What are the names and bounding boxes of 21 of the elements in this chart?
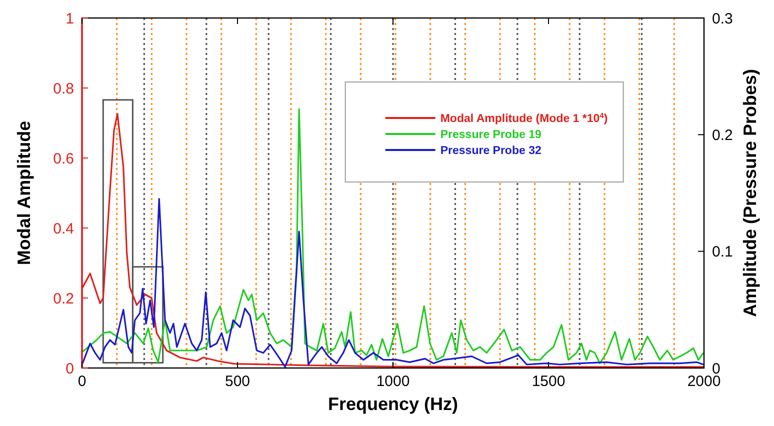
y2-tick-label: 0.3	[712, 10, 733, 28]
x-tick-label: 500	[224, 373, 250, 390]
y-tick-label: 0.2	[53, 290, 74, 308]
y-tick-label: 0.4	[53, 220, 74, 238]
y2-tick-label: 0.1	[712, 244, 733, 261]
line-series	[82, 198, 704, 368]
x-tick-label: 2000	[687, 373, 721, 390]
y-axis-title: Modal Amplitude	[14, 120, 34, 266]
y-tick-label: 1	[66, 10, 74, 28]
x-axis-title: Frequency (Hz)	[328, 394, 458, 414]
legend-label: Modal Amplitude (Mode 1 *10$^{4}$)	[440, 110, 608, 126]
y-tick-label: 0	[66, 360, 74, 378]
y2-tick-label: 0.2	[712, 126, 733, 144]
x-tick-label: 1000	[376, 373, 410, 390]
y2-axis-title: Amplitude (Pressure Probes)	[740, 68, 760, 318]
y-tick-label: 0.6	[53, 150, 74, 168]
y-tick-label: 0.8	[53, 80, 74, 98]
x-tick-label: 1500	[532, 373, 566, 390]
legend-label: Pressure Probe 32	[440, 145, 542, 158]
legend-label: Pressure Probe 19	[440, 129, 542, 142]
x-tick-label: 0	[78, 373, 86, 390]
